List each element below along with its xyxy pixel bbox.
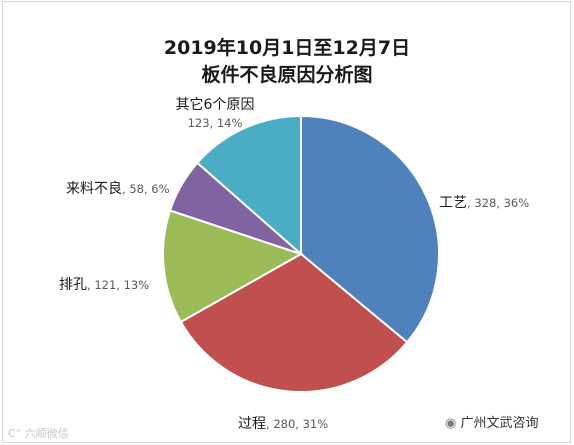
slice-label-qita: 其它6个原因 123, 14% (160, 94, 270, 130)
slice-category: 工艺 (439, 195, 467, 211)
slice-value: 280 (273, 417, 296, 431)
pie-slice-2 (162, 209, 304, 324)
slice-value: 123 (187, 116, 210, 130)
wechat-icon: ◉ (445, 416, 457, 431)
chart-title-line-2: 板件不良原因分析图 (201, 64, 373, 86)
slice-label-lailiao: 来料不良, 58, 6% (66, 181, 170, 197)
slice-category: 排孔 (59, 277, 87, 293)
slice-category: 其它6个原因 (175, 97, 255, 113)
watermark-left-icon: C° (8, 427, 22, 440)
slice-label-guocheng: 过程, 280, 31% (238, 416, 329, 432)
pie-slice-4 (195, 114, 302, 257)
pie-slice-0 (300, 114, 440, 344)
slice-value: 121 (94, 278, 117, 292)
watermark-left: C° 六顺微信 (8, 427, 69, 440)
slice-category: 来料不良 (66, 181, 122, 197)
pie-slice-1 (179, 252, 409, 393)
slice-percent: 31% (302, 417, 329, 431)
slice-percent: 36% (503, 196, 530, 210)
slice-percent: 13% (123, 278, 150, 292)
watermark-right: ◉ 广州文武咨询 (445, 416, 539, 431)
slice-value: 58 (129, 182, 144, 196)
chart-title-line-1: 2019年10月1日至12月7日 (163, 37, 411, 59)
slice-percent: 6% (151, 182, 170, 196)
slice-label-paikong: 排孔, 121, 13% (59, 277, 150, 293)
slice-label-gongyi: 工艺, 328, 36% (439, 195, 530, 211)
slice-value: 328 (474, 196, 497, 210)
slice-category: 过程 (238, 416, 266, 432)
slice-percent: 14% (216, 116, 243, 130)
